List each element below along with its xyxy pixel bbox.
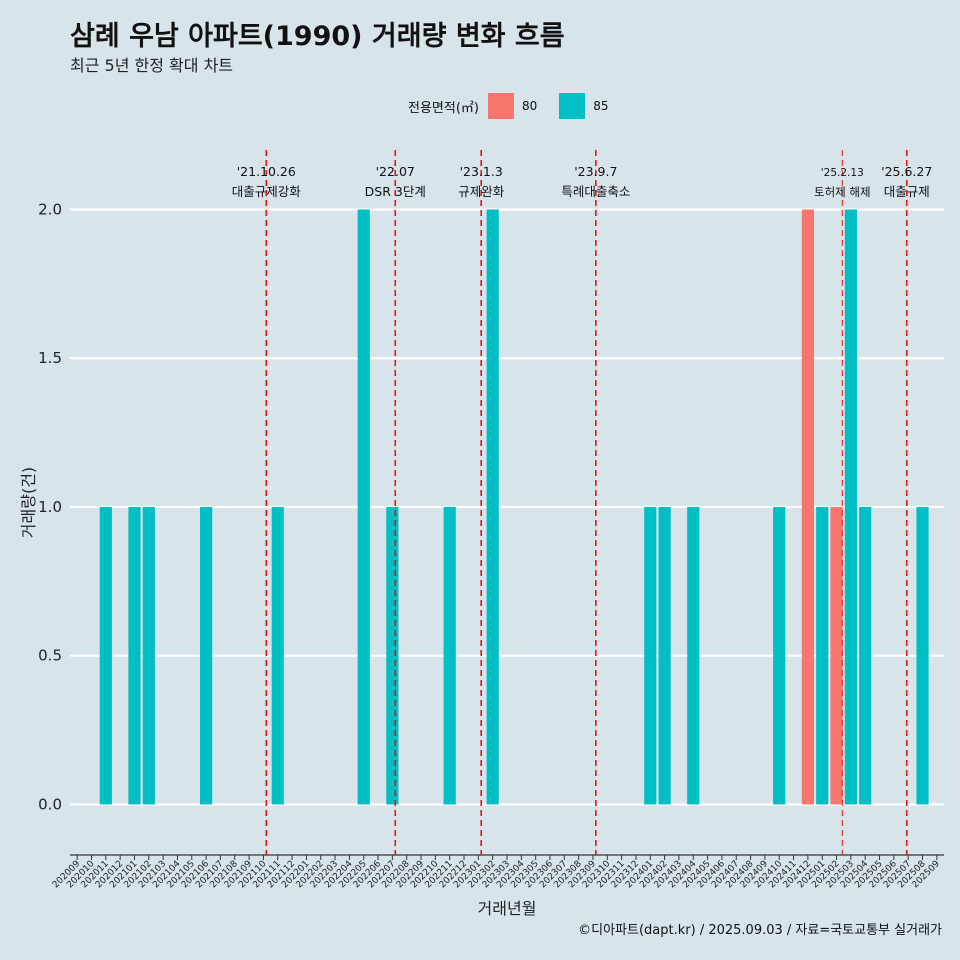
- y-tick-label: 2.0: [38, 200, 62, 218]
- legend: 전용면적(㎡) 80 85: [408, 93, 631, 119]
- event-date-label: '21.10.26: [237, 164, 296, 179]
- event-desc-label: 토허제 해제: [814, 185, 871, 199]
- event-date-label: '25.6.27: [881, 164, 932, 179]
- event-desc-label: DSR 3단계: [365, 184, 426, 199]
- bar-85-202302: [486, 209, 499, 805]
- bar-85-202207: [386, 506, 399, 805]
- y-tick-label: 0.0: [38, 795, 62, 813]
- event-date-label: '23.1.3: [460, 164, 503, 179]
- bar-85-202011: [99, 506, 112, 805]
- legend-key-85: [559, 93, 586, 119]
- legend-title: 전용면적(㎡): [408, 100, 479, 116]
- event-date-label: '25.2.13: [821, 167, 864, 179]
- bar-85-202503: [844, 209, 857, 805]
- event-desc-label: 대출규제강화: [232, 184, 302, 199]
- event-desc-label: 대출규제: [884, 184, 930, 199]
- bar-85-202111: [271, 506, 284, 805]
- event-date-label: '22.07: [376, 164, 415, 179]
- y-tick-label: 1.0: [38, 498, 62, 516]
- bar-85-202404: [687, 506, 700, 805]
- caption: ©디아파트(dapt.kr) / 2025.09.03 / 자료=국토교통부 실…: [578, 923, 942, 938]
- event-date-label: '23.9.7: [574, 164, 617, 179]
- bar-85-202205: [357, 209, 370, 805]
- bar-85-202501: [816, 506, 829, 805]
- bar-85-202401: [644, 506, 657, 805]
- legend-label-85: 85: [593, 99, 609, 113]
- bar-85-202211: [443, 506, 456, 805]
- legend-label-80: 80: [521, 99, 538, 113]
- bar-80-202502: [830, 506, 843, 805]
- chart-title: 삼례 우남 아파트(1990) 거래량 변화 흐름: [70, 21, 565, 52]
- bar-85-202101: [128, 506, 141, 805]
- bar-85-202102: [142, 506, 155, 805]
- y-tick-label: 0.5: [38, 647, 62, 665]
- bar-80-202412: [801, 209, 814, 805]
- chart-subtitle: 최근 5년 한정 확대 차트: [70, 56, 234, 75]
- bar-85-202504: [859, 506, 872, 805]
- y-tick-label: 1.5: [38, 349, 62, 367]
- bar-85-202508: [916, 506, 929, 805]
- x-axis-title: 거래년월: [478, 899, 537, 918]
- event-desc-label: 특례대출축소: [561, 184, 630, 199]
- bar-85-202106: [200, 506, 213, 805]
- bar-85-202410: [773, 506, 786, 805]
- legend-key-80: [487, 93, 514, 119]
- y-axis-title: 거래량(건): [19, 467, 38, 538]
- event-desc-label: 규제완화: [458, 184, 505, 199]
- bar-85-202402: [658, 506, 671, 805]
